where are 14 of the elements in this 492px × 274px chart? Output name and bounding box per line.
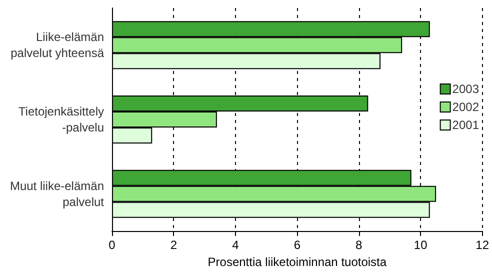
x-tick-label: 10 bbox=[414, 238, 428, 252]
x-tick-label: 8 bbox=[356, 238, 363, 252]
x-tick-label: 0 bbox=[108, 238, 116, 252]
y-tick-label: Liike-elämän palvelut yhteensä bbox=[10, 30, 104, 60]
x-tick-label: 4 bbox=[232, 238, 240, 252]
x-tick-label: 6 bbox=[294, 238, 301, 252]
x-axis-title: Prosenttia liiketoiminnan tuotoista bbox=[208, 254, 387, 269]
x-tick-label: 12 bbox=[476, 238, 490, 252]
y-tick-label: Tietojenkäsittely -palvelu bbox=[18, 104, 104, 134]
legend-label: 2001 bbox=[452, 118, 480, 132]
y-tick-label: Muut liike-elämän palvelut bbox=[10, 178, 105, 209]
legend-label: 2003 bbox=[452, 82, 480, 96]
x-tick-label: 2 bbox=[170, 238, 178, 252]
legend-label: 2002 bbox=[452, 100, 480, 114]
